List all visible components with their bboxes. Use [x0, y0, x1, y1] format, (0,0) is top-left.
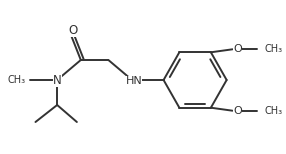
Text: CH₃: CH₃ — [264, 44, 282, 54]
Text: CH₃: CH₃ — [264, 106, 282, 116]
Text: O: O — [68, 24, 78, 36]
Text: O: O — [233, 44, 242, 54]
Text: HN: HN — [126, 76, 142, 86]
Text: N: N — [53, 73, 61, 87]
Text: CH₃: CH₃ — [7, 75, 26, 85]
Text: O: O — [233, 106, 242, 116]
